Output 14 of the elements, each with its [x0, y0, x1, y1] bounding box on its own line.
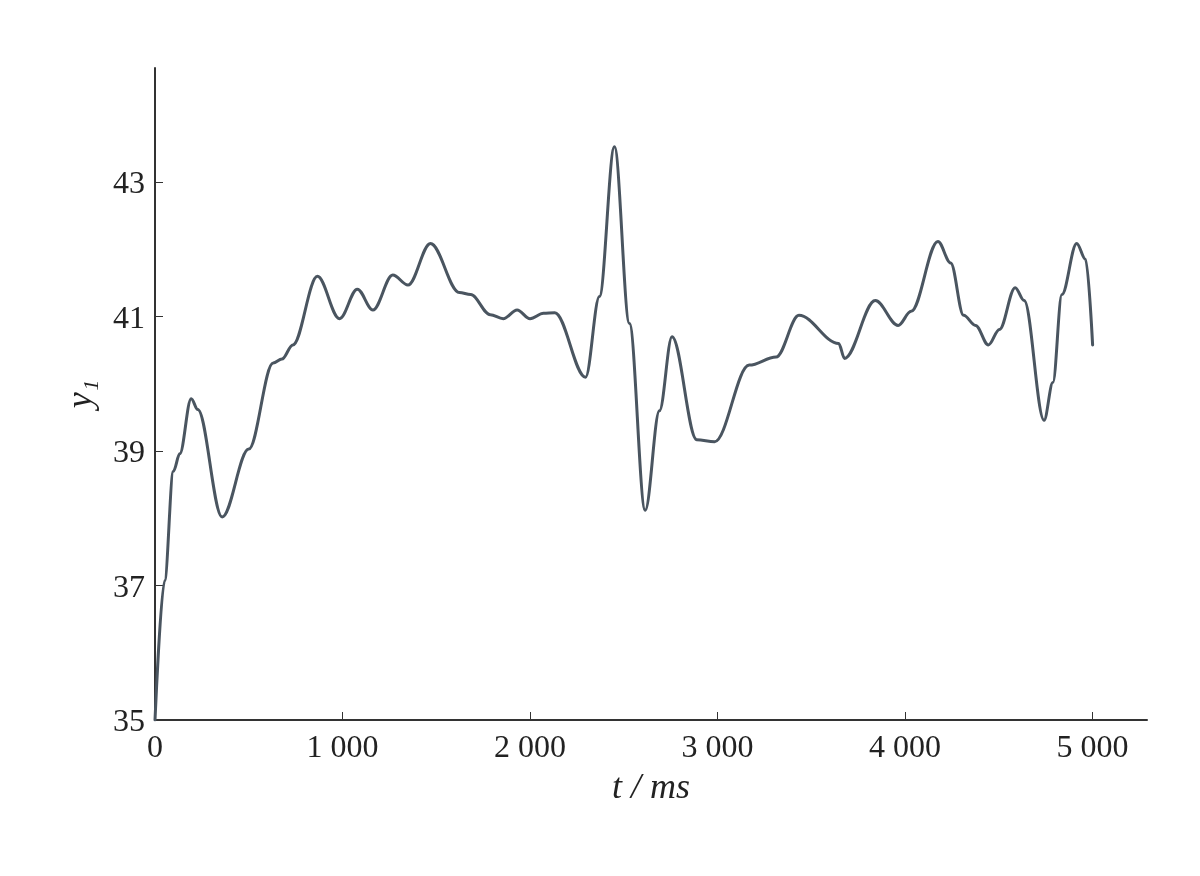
y-tick-label: 35	[113, 702, 145, 738]
y-tick-label: 41	[113, 298, 145, 335]
line-series	[153, 145, 1095, 722]
x-axis-title: t / ms	[611, 766, 691, 806]
x-tick-label: 1 000	[306, 728, 379, 764]
x-tick-label: 3 000	[681, 728, 754, 764]
y-tick-label: 39	[113, 433, 145, 470]
x-tick-label: 5 000	[1056, 728, 1129, 764]
x-tick-label: 0	[147, 728, 163, 764]
y-axis-title: y₁	[59, 379, 99, 412]
x-tick-label: 4 000	[869, 728, 942, 764]
y-tick-label: 43	[113, 164, 145, 201]
y-tick-label: 37	[113, 567, 145, 604]
x-tick-label: 2 000	[494, 728, 567, 764]
